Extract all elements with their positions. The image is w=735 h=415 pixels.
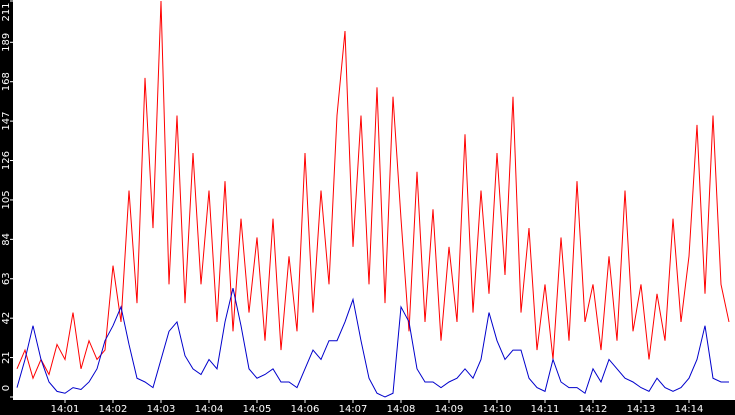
x-tick-label: 14:07	[339, 404, 368, 415]
x-tick-label: 14:09	[435, 404, 464, 415]
y-tick-label: 168	[1, 72, 12, 91]
x-tick-label: 14:10	[483, 404, 512, 415]
x-tick-label: 14:01	[51, 404, 80, 415]
x-tick-label: 14:11	[531, 404, 560, 415]
y-tick-label: 126	[1, 151, 12, 170]
series-line	[16, 288, 729, 398]
y-tick-label: 105	[1, 190, 12, 209]
x-tick-label: 14:08	[387, 404, 416, 415]
y-tick-label: 147	[1, 112, 12, 131]
x-tick-label: 14:04	[195, 404, 224, 415]
y-tick-label: 84	[1, 233, 12, 246]
y-tick-label: 21	[1, 351, 12, 364]
x-tick-label: 14:02	[99, 404, 128, 415]
x-tick-label: 14:12	[579, 404, 608, 415]
x-tick-label: 14:06	[291, 404, 320, 415]
y-tick-label: 63	[1, 272, 12, 285]
y-tick-label: 211	[1, 2, 12, 21]
y-tick-label: 0	[1, 385, 12, 391]
series-line	[16, 0, 730, 380]
x-tick-label: 14:05	[243, 404, 272, 415]
x-tick-label: 14:13	[627, 404, 656, 415]
x-axis-strip	[0, 400, 735, 415]
y-tick-label: 42	[1, 312, 12, 325]
x-tick-label: 14:03	[147, 404, 176, 415]
y-axis-strip	[0, 0, 13, 415]
y-tick-label: 189	[1, 33, 12, 52]
x-tick-label: 14:14	[675, 404, 704, 415]
